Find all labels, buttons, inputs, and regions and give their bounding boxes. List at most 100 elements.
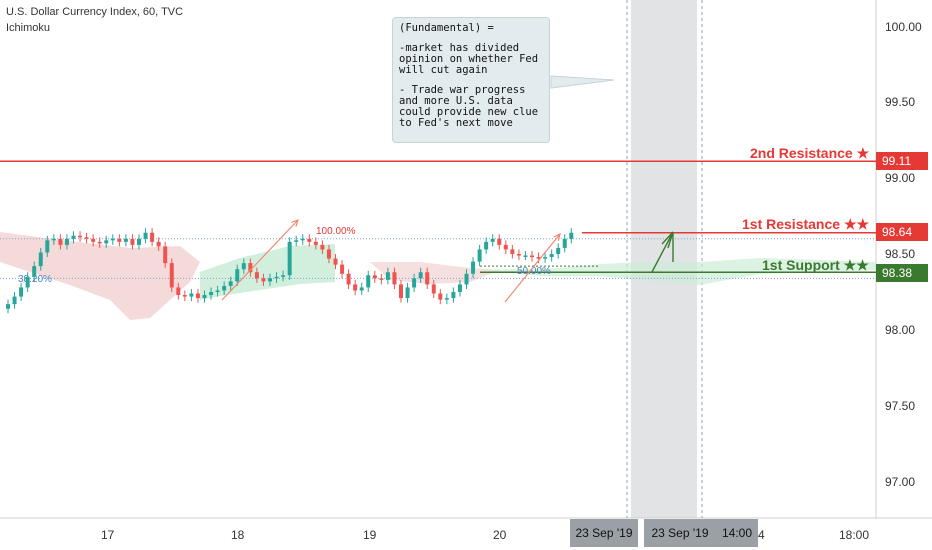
candle-body bbox=[399, 284, 403, 299]
candle-body bbox=[64, 238, 69, 245]
candle-body bbox=[359, 287, 364, 291]
candle-body bbox=[189, 293, 194, 297]
candle-body bbox=[19, 287, 24, 297]
candle-body bbox=[71, 235, 76, 239]
candle-body bbox=[549, 254, 554, 258]
candle-body bbox=[281, 275, 286, 277]
resistance2-label: 2nd Resistance ★ bbox=[750, 145, 870, 161]
support1-label: 1st Support ★★ bbox=[762, 257, 869, 273]
candle-body bbox=[503, 244, 508, 250]
candle-body bbox=[569, 232, 574, 239]
candle-body bbox=[91, 238, 96, 242]
candle-body bbox=[51, 238, 56, 241]
callout-point-1: -market has divided opinion on whether F… bbox=[399, 42, 539, 76]
candle-body bbox=[12, 296, 17, 305]
candle-body bbox=[379, 278, 384, 280]
candle-body bbox=[340, 264, 345, 274]
y-tick: 98.50 bbox=[885, 247, 916, 261]
candle-body bbox=[176, 287, 181, 296]
candle-body bbox=[543, 257, 548, 259]
fib-100-label: 100.00% bbox=[316, 226, 356, 237]
candle-body bbox=[228, 281, 233, 286]
candle-body bbox=[235, 269, 240, 282]
candle-body bbox=[457, 284, 462, 292]
candle-body bbox=[320, 244, 325, 250]
resistance1-label: 1st Resistance ★★ bbox=[742, 216, 870, 232]
candle-body bbox=[58, 238, 63, 245]
candle-body bbox=[562, 238, 567, 248]
candle-body bbox=[300, 238, 305, 241]
candle-body bbox=[497, 238, 502, 245]
fib-38-label: 38.20% bbox=[18, 274, 52, 285]
projection-arrow-head bbox=[291, 218, 299, 227]
x-tick: 4 bbox=[758, 528, 765, 542]
candle-body bbox=[104, 240, 109, 244]
fundamental-callout[interactable]: (Fundamental) = -market has divided opin… bbox=[392, 17, 550, 143]
candle-body bbox=[523, 255, 528, 258]
candle-body bbox=[536, 257, 541, 259]
candle-body bbox=[438, 293, 443, 300]
candle-body bbox=[307, 238, 312, 242]
ichimoku-cloud-red bbox=[0, 232, 200, 320]
y-tick: 97.00 bbox=[885, 475, 916, 489]
projection-arrow bbox=[221, 219, 299, 301]
candle-body bbox=[143, 232, 148, 239]
x-tick: 20 bbox=[493, 528, 507, 542]
candle-body bbox=[372, 275, 377, 279]
candle-body bbox=[97, 241, 102, 244]
projection-arrow-head bbox=[553, 232, 561, 241]
candle-body bbox=[274, 276, 279, 279]
candle-body bbox=[431, 284, 436, 294]
y-tick: 98.00 bbox=[885, 323, 916, 337]
candle-body bbox=[477, 249, 482, 262]
candle-body bbox=[182, 295, 187, 297]
candle-body bbox=[254, 272, 259, 279]
resistance1-price-tag: 98.64 bbox=[876, 223, 928, 241]
callout-point-2: - Trade war progress and more U.S. data … bbox=[399, 84, 539, 129]
candle-body bbox=[471, 261, 476, 274]
candle-body bbox=[38, 252, 43, 267]
candle-body bbox=[163, 246, 168, 264]
candle-body bbox=[215, 290, 220, 292]
candle-body bbox=[150, 232, 155, 242]
indicator-label: Ichimoku bbox=[6, 22, 51, 34]
session-shade bbox=[631, 0, 697, 518]
candle-body bbox=[392, 272, 397, 285]
y-tick: 97.50 bbox=[885, 399, 916, 413]
x-tick: 18 bbox=[231, 528, 245, 542]
candle-body bbox=[84, 237, 89, 239]
candle-body bbox=[451, 292, 456, 299]
y-tick: 99.50 bbox=[885, 95, 916, 109]
candle-body bbox=[425, 272, 430, 285]
candle-body bbox=[346, 273, 351, 285]
candle-body bbox=[169, 263, 174, 288]
candle-body bbox=[484, 241, 489, 250]
candle-body bbox=[195, 293, 200, 299]
projection-arrow bbox=[504, 233, 561, 303]
fib-50-label: 50.00% bbox=[517, 266, 551, 277]
candle-body bbox=[287, 241, 292, 276]
candle-body bbox=[353, 284, 358, 291]
y-tick: 100.00 bbox=[885, 20, 922, 34]
candle-body bbox=[464, 273, 469, 285]
x-highlight-time: 14:00 bbox=[716, 519, 758, 547]
candle-body bbox=[222, 285, 227, 291]
candle-body bbox=[45, 240, 50, 253]
candle-body bbox=[294, 240, 299, 242]
candle-body bbox=[209, 292, 214, 296]
candle-body bbox=[261, 278, 266, 282]
candle-body bbox=[156, 241, 161, 247]
candle-body bbox=[490, 238, 495, 242]
x-highlight-date-2: 23 Sep '19 bbox=[644, 519, 716, 547]
x-tick: 18:00 bbox=[839, 528, 870, 542]
candle-body bbox=[510, 249, 515, 254]
x-highlight-date-1: 23 Sep '19 bbox=[570, 519, 638, 547]
candle-body bbox=[326, 249, 331, 259]
ichimoku-cloud-green bbox=[200, 244, 335, 300]
candle-body bbox=[418, 272, 423, 279]
candle-body bbox=[25, 276, 30, 288]
candle-body bbox=[313, 241, 318, 245]
y-tick: 99.00 bbox=[885, 171, 916, 185]
